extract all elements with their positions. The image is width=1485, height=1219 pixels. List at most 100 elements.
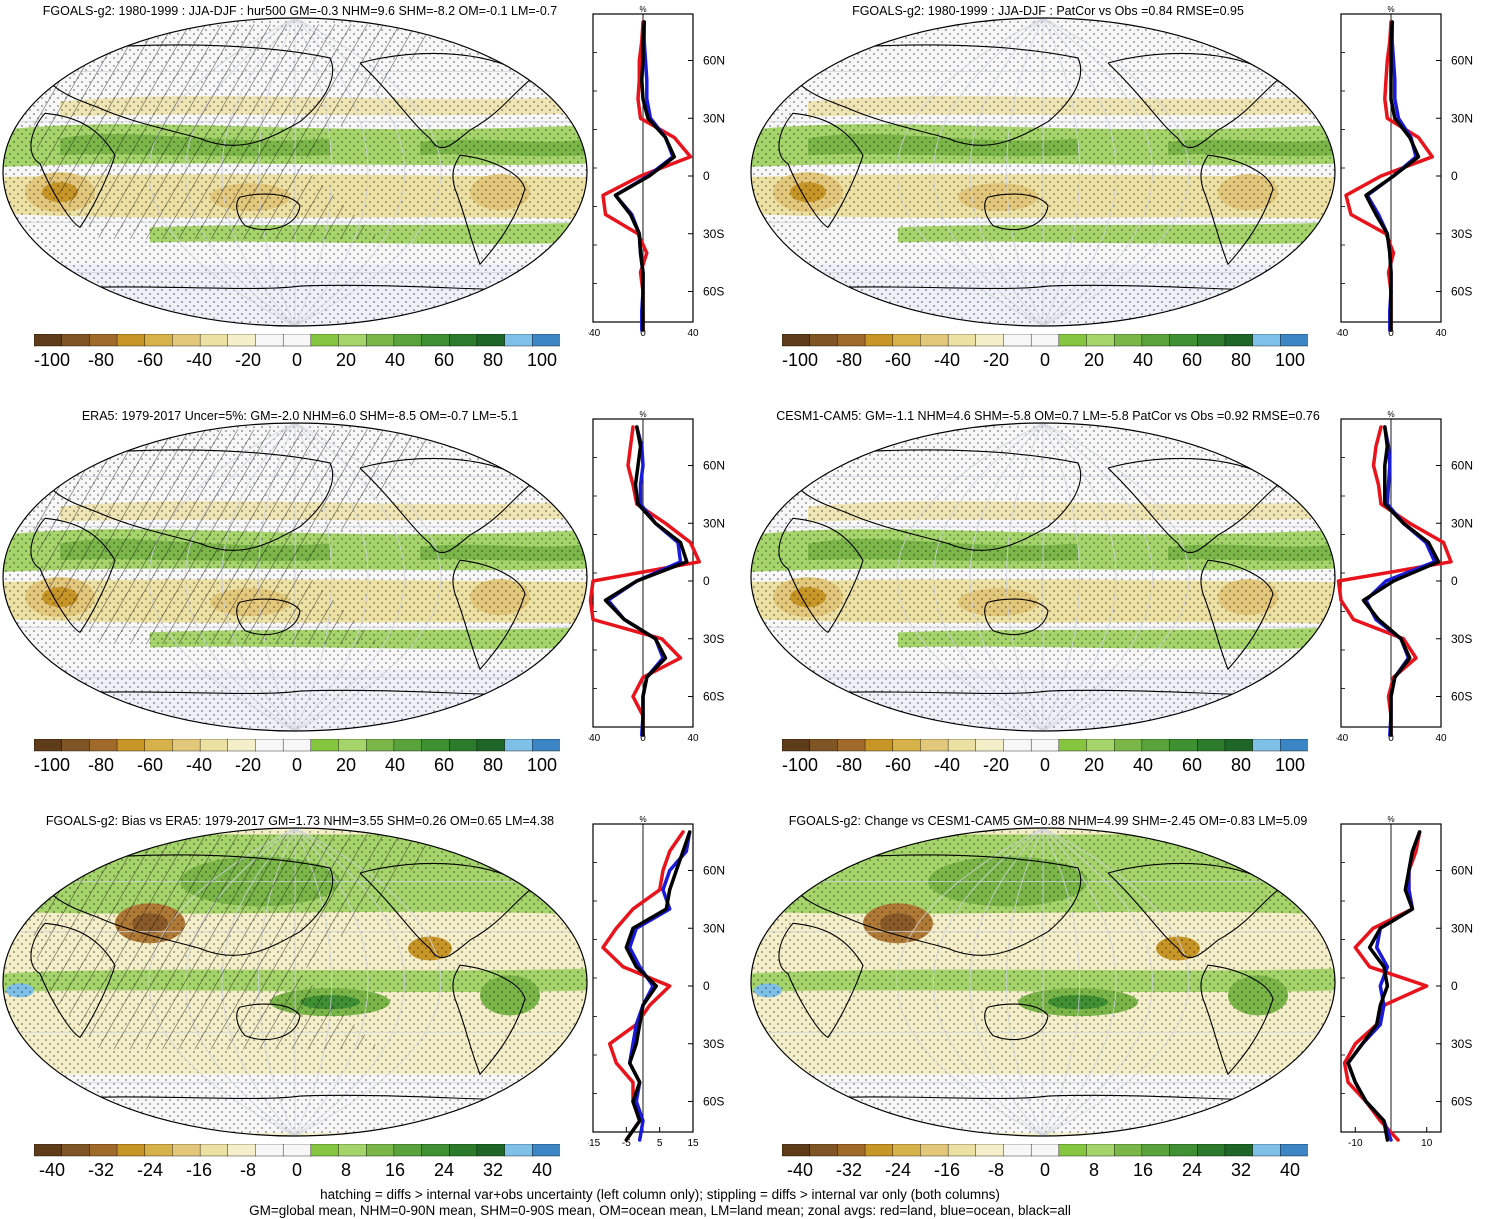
colorbar-tick-label: 60 (1181, 350, 1203, 370)
colorbar-tick-label: 0 (291, 755, 303, 775)
lat-tick-label: 30N (703, 111, 725, 125)
world-map (750, 422, 1336, 732)
colorbar (782, 1144, 1308, 1157)
zonal-profile-plot: % 60N 30N 0 30S 60S -40 0 40 (1336, 410, 1473, 744)
colorbar-tick-label: -40 (38, 1160, 66, 1180)
colorbar-swatch (449, 739, 478, 752)
colorbar-swatch (366, 334, 395, 347)
colorbar-tick-label: -40 (933, 755, 961, 775)
zonal-profile-plot: % 60N 30N 0 30S 60S -40 0 40 (1336, 5, 1473, 339)
zonal-x-tick-label: -10 (1348, 1138, 1363, 1149)
zonal-all-line (1346, 830, 1422, 1142)
colorbar-tick-label: 16 (384, 1160, 406, 1180)
zonal-x-tick-label: 0 (1388, 733, 1394, 744)
colorbar-swatch (975, 1144, 1004, 1157)
colorbar-swatch (282, 1144, 312, 1157)
colorbar-swatch (809, 739, 838, 752)
lat-tick-label: 60N (1451, 864, 1473, 878)
colorbar-swatch (1280, 1144, 1308, 1157)
colorbar-swatch (1114, 1144, 1143, 1157)
colorbar-labels: -100 -80 -60 -40 -20 0 20 40 60 80 100 (34, 350, 560, 372)
colorbar-swatch (421, 1144, 450, 1157)
zonal-x-tick-label: 0 (640, 328, 646, 339)
colorbar-swatch (89, 1144, 118, 1157)
colorbar-swatch (947, 739, 977, 752)
colorbar-swatch (947, 1144, 977, 1157)
zonal-x-tick-label: 5 (657, 1138, 663, 1149)
zonal-all-line (1361, 425, 1441, 737)
colorbar-tick-label: -20 (982, 755, 1010, 775)
zonal-land-line (601, 830, 685, 1142)
zonal-x-tick-label: 40 (1435, 328, 1447, 339)
colorbar-swatch (282, 739, 312, 752)
panel-p6: FGOALS-g2: Change vs CESM1-CAM5 GM=0.88 … (748, 810, 1485, 1216)
colorbar-tick-label: 60 (433, 350, 455, 370)
colorbar-swatch (504, 739, 533, 752)
zonal-unit-label: % (1387, 815, 1394, 824)
colorbar-swatch (1197, 334, 1226, 347)
colorbar-tick-label: 16 (1132, 1160, 1154, 1180)
colorbar-swatch (1086, 1144, 1115, 1157)
colorbar-tick-label: -60 (136, 755, 164, 775)
colorbar-swatch (199, 334, 229, 347)
colorbar-tick-label: -80 (835, 350, 863, 370)
colorbar-tick-label: -80 (835, 755, 863, 775)
panel-title: FGOALS-g2: Change vs CESM1-CAM5 GM=0.88 … (788, 814, 1308, 828)
colorbar-swatch (782, 1144, 811, 1157)
world-map (750, 17, 1336, 327)
colorbar-swatch (837, 1144, 866, 1157)
colorbar-swatch (116, 1144, 146, 1157)
colorbar-labels: -100 -80 -60 -40 -20 0 20 40 60 80 100 (782, 755, 1308, 777)
lat-tick-label: 30N (703, 516, 725, 530)
colorbar-tick-label: 32 (1230, 1160, 1252, 1180)
zonal-x-tick-label: -40 (588, 733, 601, 744)
panel-p2: FGOALS-g2: 1980-1999 : JJA-DJF : PatCor … (748, 0, 1485, 406)
zonal-x-tick-label: 40 (687, 328, 699, 339)
colorbar-swatch (504, 334, 533, 347)
colorbar-tick-label: -100 (781, 350, 819, 370)
zonal-all-line (613, 20, 677, 332)
colorbar-swatch (1224, 334, 1254, 347)
zonal-all-line (624, 830, 692, 1142)
colorbar-tick-label: 8 (340, 1160, 352, 1180)
colorbar-swatch (1280, 739, 1308, 752)
lat-tick-label: 0 (703, 574, 710, 588)
panel-p1: FGOALS-g2: 1980-1999 : JJA-DJF : hur500 … (0, 0, 742, 406)
panel-p4: CESM1-CAM5: GM=-1.1 NHM=4.6 SHM=-5.8 OM=… (748, 405, 1485, 811)
colorbar-swatch (310, 334, 340, 347)
colorbar-labels: -40 -32 -24 -16 -8 0 8 16 24 32 40 (34, 1160, 560, 1182)
colorbar-swatch (1252, 739, 1281, 752)
colorbar-tick-label: -60 (884, 350, 912, 370)
colorbar-swatch (532, 334, 560, 347)
colorbar-swatch (476, 334, 506, 347)
colorbar-swatch (1003, 1144, 1032, 1157)
colorbar-swatch (1197, 1144, 1226, 1157)
zonal-profile-plot: % 60N 30N 0 30S 60S -40 0 40 (588, 5, 725, 339)
zonal-unit-label: % (639, 5, 646, 14)
colorbar-tick-label: -20 (982, 350, 1010, 370)
zonal-unit-label: % (639, 410, 646, 419)
colorbar-swatch (782, 334, 811, 347)
colorbar-tick-label: 80 (1230, 755, 1252, 775)
lat-tick-label: 30N (1451, 111, 1473, 125)
zonal-unit-label: % (1387, 410, 1394, 419)
colorbar-swatch (1169, 1144, 1198, 1157)
colorbar-swatch (1252, 1144, 1281, 1157)
colorbar-swatch (1169, 334, 1198, 347)
colorbar-swatch (1058, 1144, 1088, 1157)
colorbar-tick-label: -24 (136, 1160, 164, 1180)
zonal-land-line (588, 425, 702, 737)
colorbar-swatch (975, 334, 1004, 347)
colorbar-swatch (809, 334, 838, 347)
world-map (750, 827, 1336, 1137)
colorbar-swatch (1169, 739, 1198, 752)
colorbar-swatch (1141, 739, 1171, 752)
lat-tick-label: 60S (703, 690, 724, 704)
panel-title: FGOALS-g2: 1980-1999 : JJA-DJF : hur500 … (42, 4, 558, 18)
colorbar-swatch (144, 334, 173, 347)
lat-tick-label: 60N (703, 459, 725, 473)
lat-tick-label: 60N (1451, 459, 1473, 473)
lat-tick-label: 30N (703, 921, 725, 935)
colorbar-swatch (1058, 739, 1088, 752)
colorbar-swatch (89, 334, 118, 347)
